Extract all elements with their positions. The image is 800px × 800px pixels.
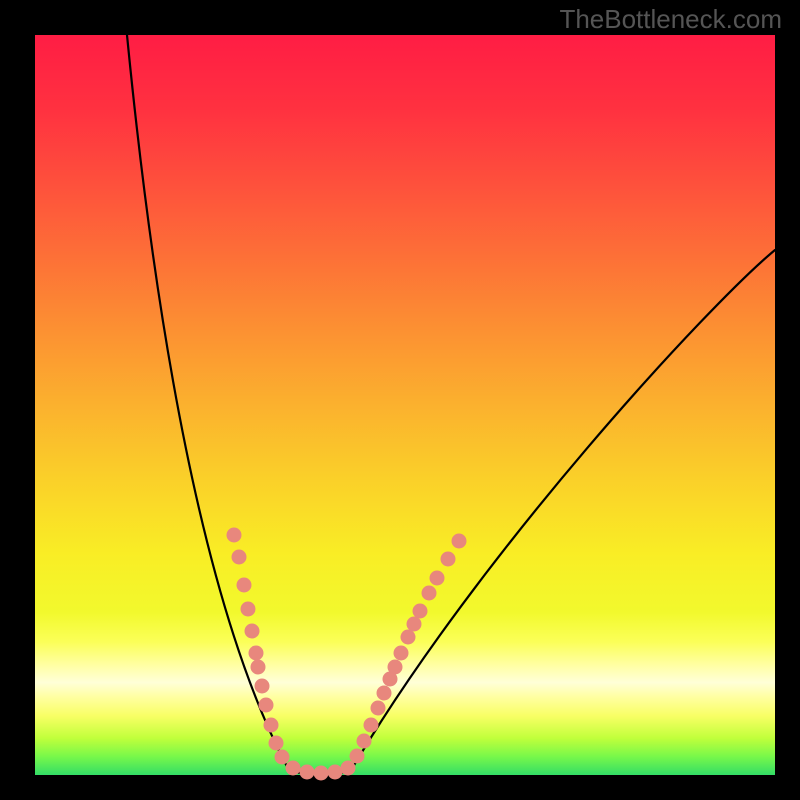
data-point bbox=[300, 765, 315, 780]
data-point bbox=[357, 734, 372, 749]
data-point bbox=[413, 604, 428, 619]
watermark-text: TheBottleneck.com bbox=[559, 4, 782, 35]
data-point bbox=[422, 586, 437, 601]
chart-container: TheBottleneck.com bbox=[0, 0, 800, 800]
data-point bbox=[241, 602, 256, 617]
data-point bbox=[249, 646, 264, 661]
data-point bbox=[430, 571, 445, 586]
data-point bbox=[364, 718, 379, 733]
data-point bbox=[232, 550, 247, 565]
data-point bbox=[264, 718, 279, 733]
data-point bbox=[394, 646, 409, 661]
data-point bbox=[269, 736, 284, 751]
data-point bbox=[377, 686, 392, 701]
data-point bbox=[251, 660, 266, 675]
data-point bbox=[452, 534, 467, 549]
data-point bbox=[350, 749, 365, 764]
data-point bbox=[388, 660, 403, 675]
data-point bbox=[275, 750, 290, 765]
data-point bbox=[401, 630, 416, 645]
data-point bbox=[286, 761, 301, 776]
plot-gradient bbox=[35, 35, 775, 775]
data-point bbox=[259, 698, 274, 713]
data-point bbox=[407, 617, 422, 632]
bottleneck-chart bbox=[0, 0, 800, 800]
data-point bbox=[441, 552, 456, 567]
data-point bbox=[341, 761, 356, 776]
data-point bbox=[314, 766, 329, 781]
data-point bbox=[227, 528, 242, 543]
data-point bbox=[371, 701, 386, 716]
data-point bbox=[328, 765, 343, 780]
data-point bbox=[245, 624, 260, 639]
data-point bbox=[255, 679, 270, 694]
data-point bbox=[237, 578, 252, 593]
